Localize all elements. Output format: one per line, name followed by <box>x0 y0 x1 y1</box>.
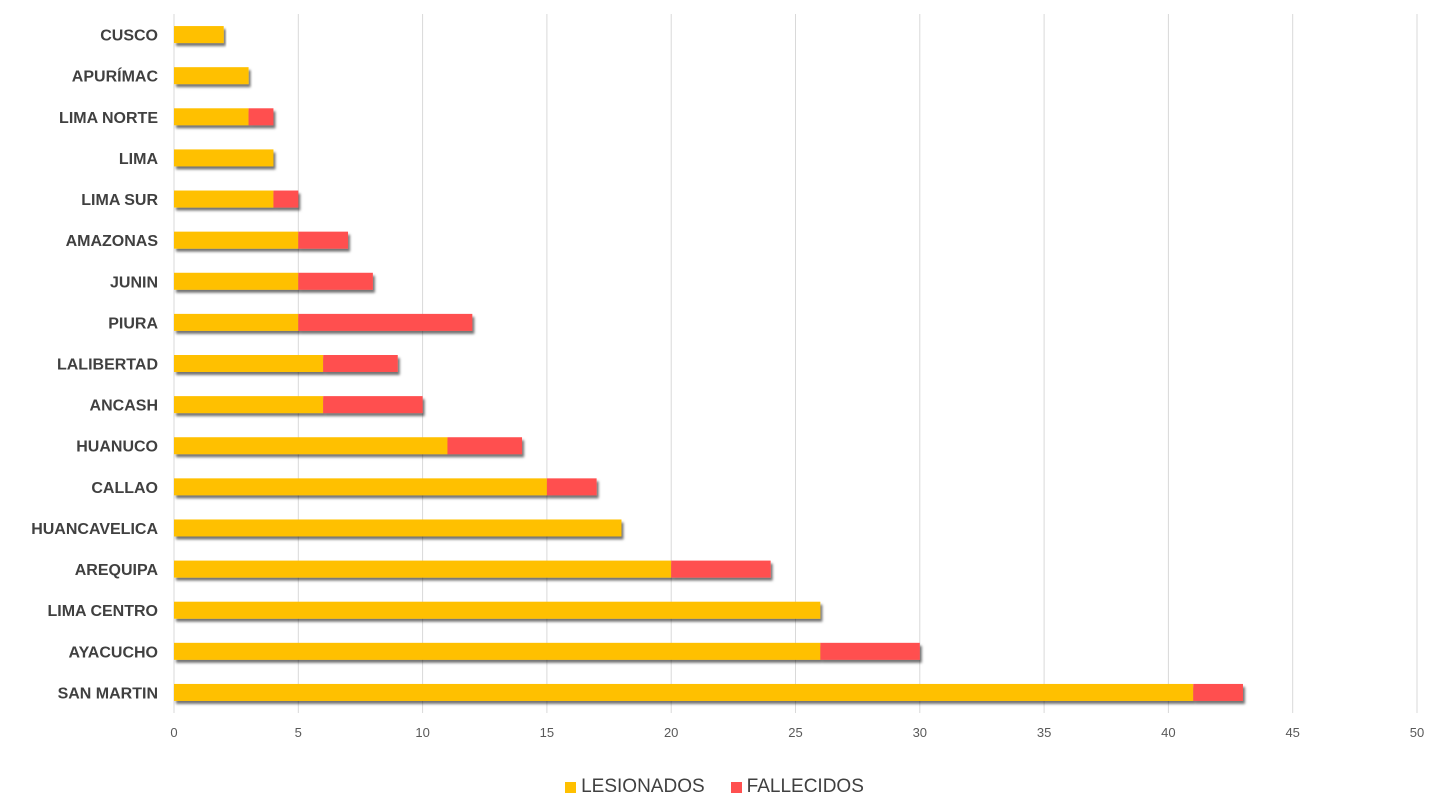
x-tick-label: 0 <box>170 725 177 740</box>
bar-fallecidos <box>298 272 373 290</box>
bar-group <box>174 437 523 455</box>
category-label: CUSCO <box>100 28 158 45</box>
bar-lesionados <box>174 149 274 167</box>
bar-lesionados <box>174 642 821 660</box>
bar-lesionados <box>174 313 299 331</box>
bar-lesionados <box>174 560 672 578</box>
bar-lesionados <box>174 26 224 44</box>
legend-label-fallecidos: FALLECIDOS <box>746 776 864 797</box>
bar-fallecidos <box>298 313 473 331</box>
category-label: HUANCAVELICA <box>31 521 158 538</box>
category-label: LIMA SUR <box>81 192 158 209</box>
category-label: APURÍMAC <box>72 67 159 86</box>
bar-lesionados <box>174 67 249 85</box>
x-tick-label: 10 <box>415 725 429 740</box>
bar-fallecidos <box>248 108 274 126</box>
bar-group <box>174 642 920 660</box>
x-tick-label: 25 <box>788 725 802 740</box>
bar-fallecidos <box>323 355 398 372</box>
x-tick-label: 5 <box>295 725 302 740</box>
bar-group <box>174 601 821 619</box>
bar-fallecidos <box>447 437 523 455</box>
category-label: AREQUIPA <box>75 562 159 579</box>
bar-group <box>174 519 622 537</box>
bar-lesionados <box>174 519 622 537</box>
bar-fallecidos <box>546 478 597 496</box>
category-label: AYACUCHO <box>68 644 158 661</box>
bar-fallecidos <box>1193 683 1243 701</box>
bar-fallecidos <box>323 396 423 414</box>
bar-group <box>174 67 249 85</box>
bar-group <box>174 149 274 167</box>
bar-lesionados <box>174 437 448 455</box>
bar-fallecidos <box>298 231 349 249</box>
bar-group <box>174 313 473 331</box>
bar-group <box>174 560 771 578</box>
bar-group <box>174 683 1243 701</box>
category-label: LIMA <box>119 151 159 168</box>
bar-fallecidos <box>671 560 771 578</box>
bar-group <box>174 272 373 290</box>
category-label: LIMA CENTRO <box>47 603 158 620</box>
x-tick-label: 30 <box>913 725 927 740</box>
bar-group <box>174 26 224 44</box>
bar-group <box>174 231 349 249</box>
bar-lesionados <box>174 601 821 619</box>
bar-group <box>174 478 597 496</box>
bar-group <box>174 190 299 208</box>
stacked-bar-chart: CUSCO APURÍMAC LIMA NORTE LIMA LIMA SUR AMAZO… <box>31 14 1424 740</box>
bar-lesionados <box>174 683 1194 701</box>
category-labels: CUSCO APURÍMAC LIMA NORTE LIMA LIMA SUR AMAZO… <box>31 28 158 703</box>
bar-lesionados <box>174 396 324 414</box>
bar-group <box>174 396 423 414</box>
x-axis-tick-labels: 0 5 10 15 20 25 30 35 40 45 50 <box>170 725 1424 740</box>
category-label: SAN MARTIN <box>58 685 158 702</box>
bar-fallecidos <box>273 190 299 208</box>
x-tick-label: 15 <box>540 725 554 740</box>
bar-lesionados <box>174 478 547 496</box>
bar-lesionados <box>174 190 274 208</box>
x-tick-label: 35 <box>1037 725 1051 740</box>
bar-group <box>174 108 274 126</box>
category-label: LALIBERTAD <box>57 357 158 374</box>
gridlines <box>173 14 1418 713</box>
x-tick-label: 40 <box>1161 725 1175 740</box>
bar-lesionados <box>174 231 299 249</box>
legend-label-lesionados: LESIONADOS <box>581 776 705 797</box>
category-label: AMAZONAS <box>66 233 159 250</box>
x-tick-label: 45 <box>1285 725 1299 740</box>
category-label: CALLAO <box>91 480 158 497</box>
bar-group <box>174 355 398 372</box>
category-label: LIMA NORTE <box>59 110 158 127</box>
bars <box>174 26 1243 701</box>
bar-lesionados <box>174 355 324 372</box>
x-tick-label: 50 <box>1410 725 1424 740</box>
legend-swatch-fallecidos <box>730 781 742 793</box>
bar-lesionados <box>174 272 299 290</box>
x-tick-label: 20 <box>664 725 678 740</box>
legend-item-lesionados: LESIONADOS <box>565 776 705 798</box>
category-label: PIURA <box>108 315 158 332</box>
category-label: ANCASH <box>90 398 158 415</box>
bar-fallecidos <box>820 642 920 660</box>
category-label: JUNIN <box>110 274 158 291</box>
bar-lesionados <box>174 108 249 126</box>
legend: LESIONADOS FALLECIDOS <box>0 776 1429 798</box>
legend-item-fallecidos: FALLECIDOS <box>730 776 864 798</box>
category-label: HUANUCO <box>76 439 158 456</box>
legend-swatch-lesionados <box>565 781 577 793</box>
